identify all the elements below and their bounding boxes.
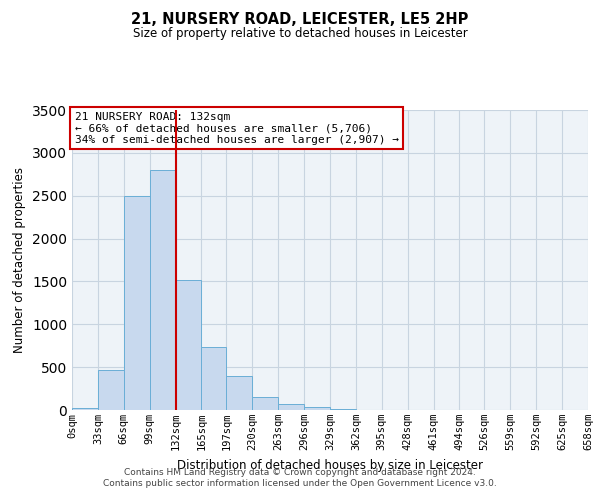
Bar	[278, 404, 304, 410]
Bar	[226, 376, 253, 410]
Text: Size of property relative to detached houses in Leicester: Size of property relative to detached ho…	[133, 28, 467, 40]
Text: 21 NURSERY ROAD: 132sqm
← 66% of detached houses are smaller (5,706)
34% of semi: 21 NURSERY ROAD: 132sqm ← 66% of detache…	[74, 112, 398, 144]
Text: Contains HM Land Registry data © Crown copyright and database right 2024.
Contai: Contains HM Land Registry data © Crown c…	[103, 468, 497, 487]
X-axis label: Distribution of detached houses by size in Leicester: Distribution of detached houses by size …	[177, 458, 483, 471]
Bar	[124, 196, 149, 410]
Bar	[253, 396, 278, 410]
Bar	[72, 408, 98, 410]
Y-axis label: Number of detached properties: Number of detached properties	[13, 167, 26, 353]
Text: 21, NURSERY ROAD, LEICESTER, LE5 2HP: 21, NURSERY ROAD, LEICESTER, LE5 2HP	[131, 12, 469, 28]
Bar	[176, 280, 202, 410]
Bar	[98, 370, 124, 410]
Bar	[330, 409, 356, 410]
Bar	[304, 408, 330, 410]
Bar	[149, 170, 176, 410]
Bar	[202, 346, 226, 410]
